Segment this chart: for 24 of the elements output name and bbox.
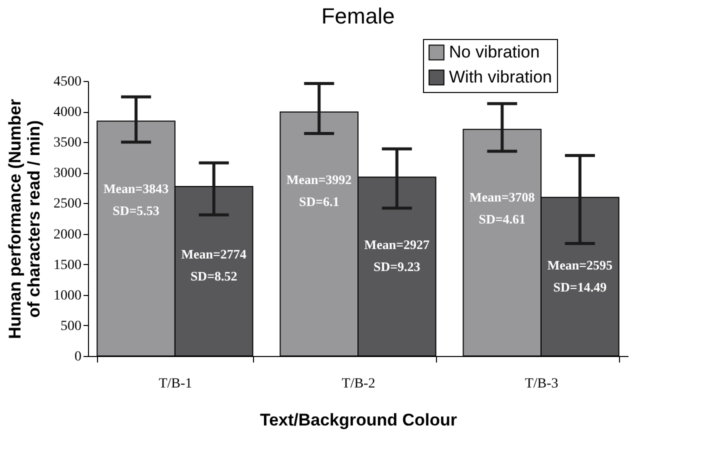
y-tick-label: 500: [60, 318, 82, 334]
y-axis-title: Human performance (Number of characters read / min): [6, 98, 44, 339]
data-label: Mean=3843 SD=5.53: [103, 181, 170, 218]
x-tick-label: T/B-3: [524, 376, 558, 392]
x-axis-title: Text/Background Colour: [260, 410, 458, 430]
y-tick-label: 1500: [54, 258, 82, 273]
chart-title: Female: [321, 4, 395, 28]
data-label: Mean=3992 SD=6.1: [286, 172, 352, 210]
y-tick-label: 0: [74, 350, 82, 364]
legend-label: With vibration: [449, 68, 552, 86]
y-tick-label: 1000: [54, 288, 82, 304]
data-label: Mean=2595 SD=14.49: [547, 257, 614, 294]
data-label: Mean=2927 SD=9.23: [364, 237, 430, 274]
y-tick-label: 2500: [54, 196, 82, 212]
x-tick-label: T/B-2: [342, 376, 376, 392]
y-tick-label: 4500: [54, 74, 82, 90]
y-tick-label: 4000: [54, 105, 82, 120]
x-tick-label: T/B-1: [158, 376, 192, 392]
data-label: Mean=2774 SD=8.52: [181, 246, 247, 284]
y-tick-label: 3000: [54, 166, 82, 182]
data-label: Mean=3708 SD=4.61: [470, 189, 536, 226]
y-tick-label: 2000: [54, 227, 82, 242]
legend-label: No vibration: [449, 42, 540, 62]
y-tick-label: 3500: [54, 136, 82, 151]
